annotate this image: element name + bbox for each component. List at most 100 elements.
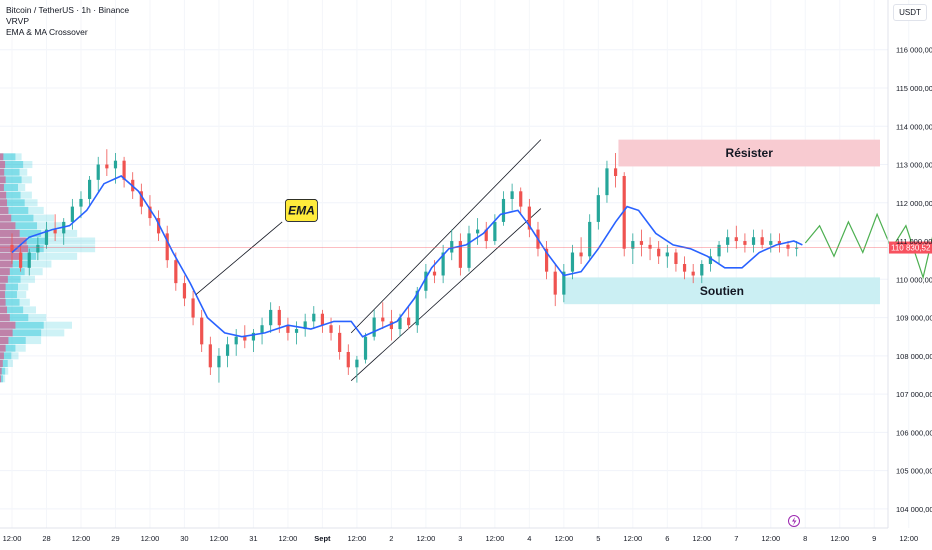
candle-body xyxy=(743,241,747,245)
candle-body xyxy=(467,233,471,268)
volume-bar-down xyxy=(0,283,6,291)
volume-bar-total xyxy=(0,199,38,207)
candle-body xyxy=(501,198,506,222)
channel-line xyxy=(350,208,542,381)
time-axis[interactable]: 12:00 28 12:00 29 12:00 30 12:00 31 12:00 Sept 12:… xyxy=(0,527,918,543)
volume-bar-total xyxy=(0,344,26,352)
volume-bar-down xyxy=(0,222,16,230)
volume-bar-down xyxy=(0,291,6,299)
candle-body xyxy=(665,252,669,257)
volume-bar-down xyxy=(0,314,10,322)
candle-body xyxy=(363,336,368,360)
candle-body xyxy=(19,252,23,268)
channel-line xyxy=(350,139,542,334)
price-tick-label: 114 000,00 xyxy=(896,122,932,131)
candle-body xyxy=(286,325,290,333)
candle-body xyxy=(441,252,445,276)
candle-body xyxy=(631,241,635,249)
time-tick-label: 12:00 xyxy=(761,534,780,543)
volume-bar-down xyxy=(0,252,23,260)
volume-bar-up xyxy=(0,268,25,276)
volume-bar-down xyxy=(0,260,13,268)
volume-bar-down xyxy=(0,153,4,161)
volume-bar-down xyxy=(0,329,13,337)
volume-bar-down xyxy=(0,245,29,253)
volume-bar-total xyxy=(0,260,52,268)
candle-body xyxy=(407,317,411,326)
candle-body xyxy=(294,329,299,333)
candle-body xyxy=(579,252,583,257)
chart-legend: Bitcoin / TetherUS · 1h · Binance VRVP E… xyxy=(6,5,129,38)
candle-body xyxy=(277,309,281,326)
candle-body xyxy=(200,317,204,345)
support-label: Soutien xyxy=(700,284,744,298)
volume-bar-total xyxy=(0,336,42,345)
candle-body xyxy=(734,237,738,242)
candle-body xyxy=(208,344,212,368)
candle-body xyxy=(708,256,713,264)
volume-bar-up xyxy=(0,206,29,214)
price-tick-label: 105 000,00 xyxy=(896,467,932,476)
candle-body xyxy=(36,244,40,253)
volume-bar-up xyxy=(0,336,26,345)
currency-selector[interactable]: USDT xyxy=(893,4,927,21)
volume-bar-total xyxy=(0,183,26,192)
time-tick-label: 3 xyxy=(458,534,462,543)
volume-bar-up xyxy=(0,275,21,283)
volume-bar-down xyxy=(0,268,10,276)
candle-body xyxy=(372,317,376,337)
time-tick-label: 12:00 xyxy=(899,534,918,543)
candle-body xyxy=(519,191,523,207)
candle-body xyxy=(312,313,316,322)
ema-note[interactable]: EMA xyxy=(195,199,318,295)
volume-bar-down xyxy=(0,367,2,375)
indicator-ema-ma[interactable]: EMA & MA Crossover xyxy=(6,27,88,37)
volume-bar-down xyxy=(0,237,27,245)
time-tick-label: 2 xyxy=(389,534,393,543)
volume-bar-down xyxy=(0,306,8,314)
indicator-vrvp[interactable]: VRVP xyxy=(6,16,29,26)
volume-bar-up xyxy=(0,176,22,184)
volume-bar-total xyxy=(0,206,44,214)
time-tick-label: 12:00 xyxy=(830,534,849,543)
candle-body xyxy=(682,264,687,272)
volume-bar-total xyxy=(0,160,33,169)
candle-body xyxy=(191,298,195,318)
candle-body xyxy=(346,352,350,368)
volume-bar-down xyxy=(0,344,6,352)
time-tick-label: 12:00 xyxy=(279,534,298,543)
candle-body xyxy=(70,206,74,222)
symbol-title[interactable]: Bitcoin / TetherUS · 1h · Binance xyxy=(6,5,130,15)
price-tick-label: 115 000,00 xyxy=(896,84,932,93)
candle-body xyxy=(777,241,782,245)
volume-bar-up xyxy=(0,222,38,230)
lightning-icon[interactable] xyxy=(788,515,800,527)
volume-bar-down xyxy=(0,298,6,306)
time-tick-label: 12:00 xyxy=(141,534,160,543)
price-tick-label: 108 000,00 xyxy=(896,352,932,361)
projection-line xyxy=(804,212,932,280)
candle-body xyxy=(622,176,626,249)
time-tick-label: 12:00 xyxy=(554,534,573,543)
candle-body xyxy=(88,179,92,199)
price-tick-label: 113 000,00 xyxy=(896,161,932,170)
candle-body xyxy=(484,229,488,242)
volume-bar-total xyxy=(0,245,96,253)
support-zone xyxy=(563,277,880,305)
price-tick-label: 111 000,00 xyxy=(896,237,932,246)
candle-body xyxy=(795,247,799,249)
last-price-value: 110 830,52 xyxy=(891,244,931,253)
volume-bar-up xyxy=(0,229,42,237)
price-axis[interactable]: 104 000,00 105 000,00 106 000,00 107 000,00… xyxy=(887,0,932,528)
candle-body xyxy=(424,271,428,291)
price-tick-label: 107 000,00 xyxy=(896,390,932,399)
price-tick-label: 110 000,00 xyxy=(896,275,932,284)
volume-bar-down xyxy=(0,359,3,368)
candle-body xyxy=(674,252,678,264)
candle-body xyxy=(544,248,549,272)
volume-bar-down xyxy=(0,199,8,207)
volume-bar-up xyxy=(0,367,6,375)
volume-bar-total xyxy=(0,252,78,260)
volume-bar-total xyxy=(0,314,47,322)
